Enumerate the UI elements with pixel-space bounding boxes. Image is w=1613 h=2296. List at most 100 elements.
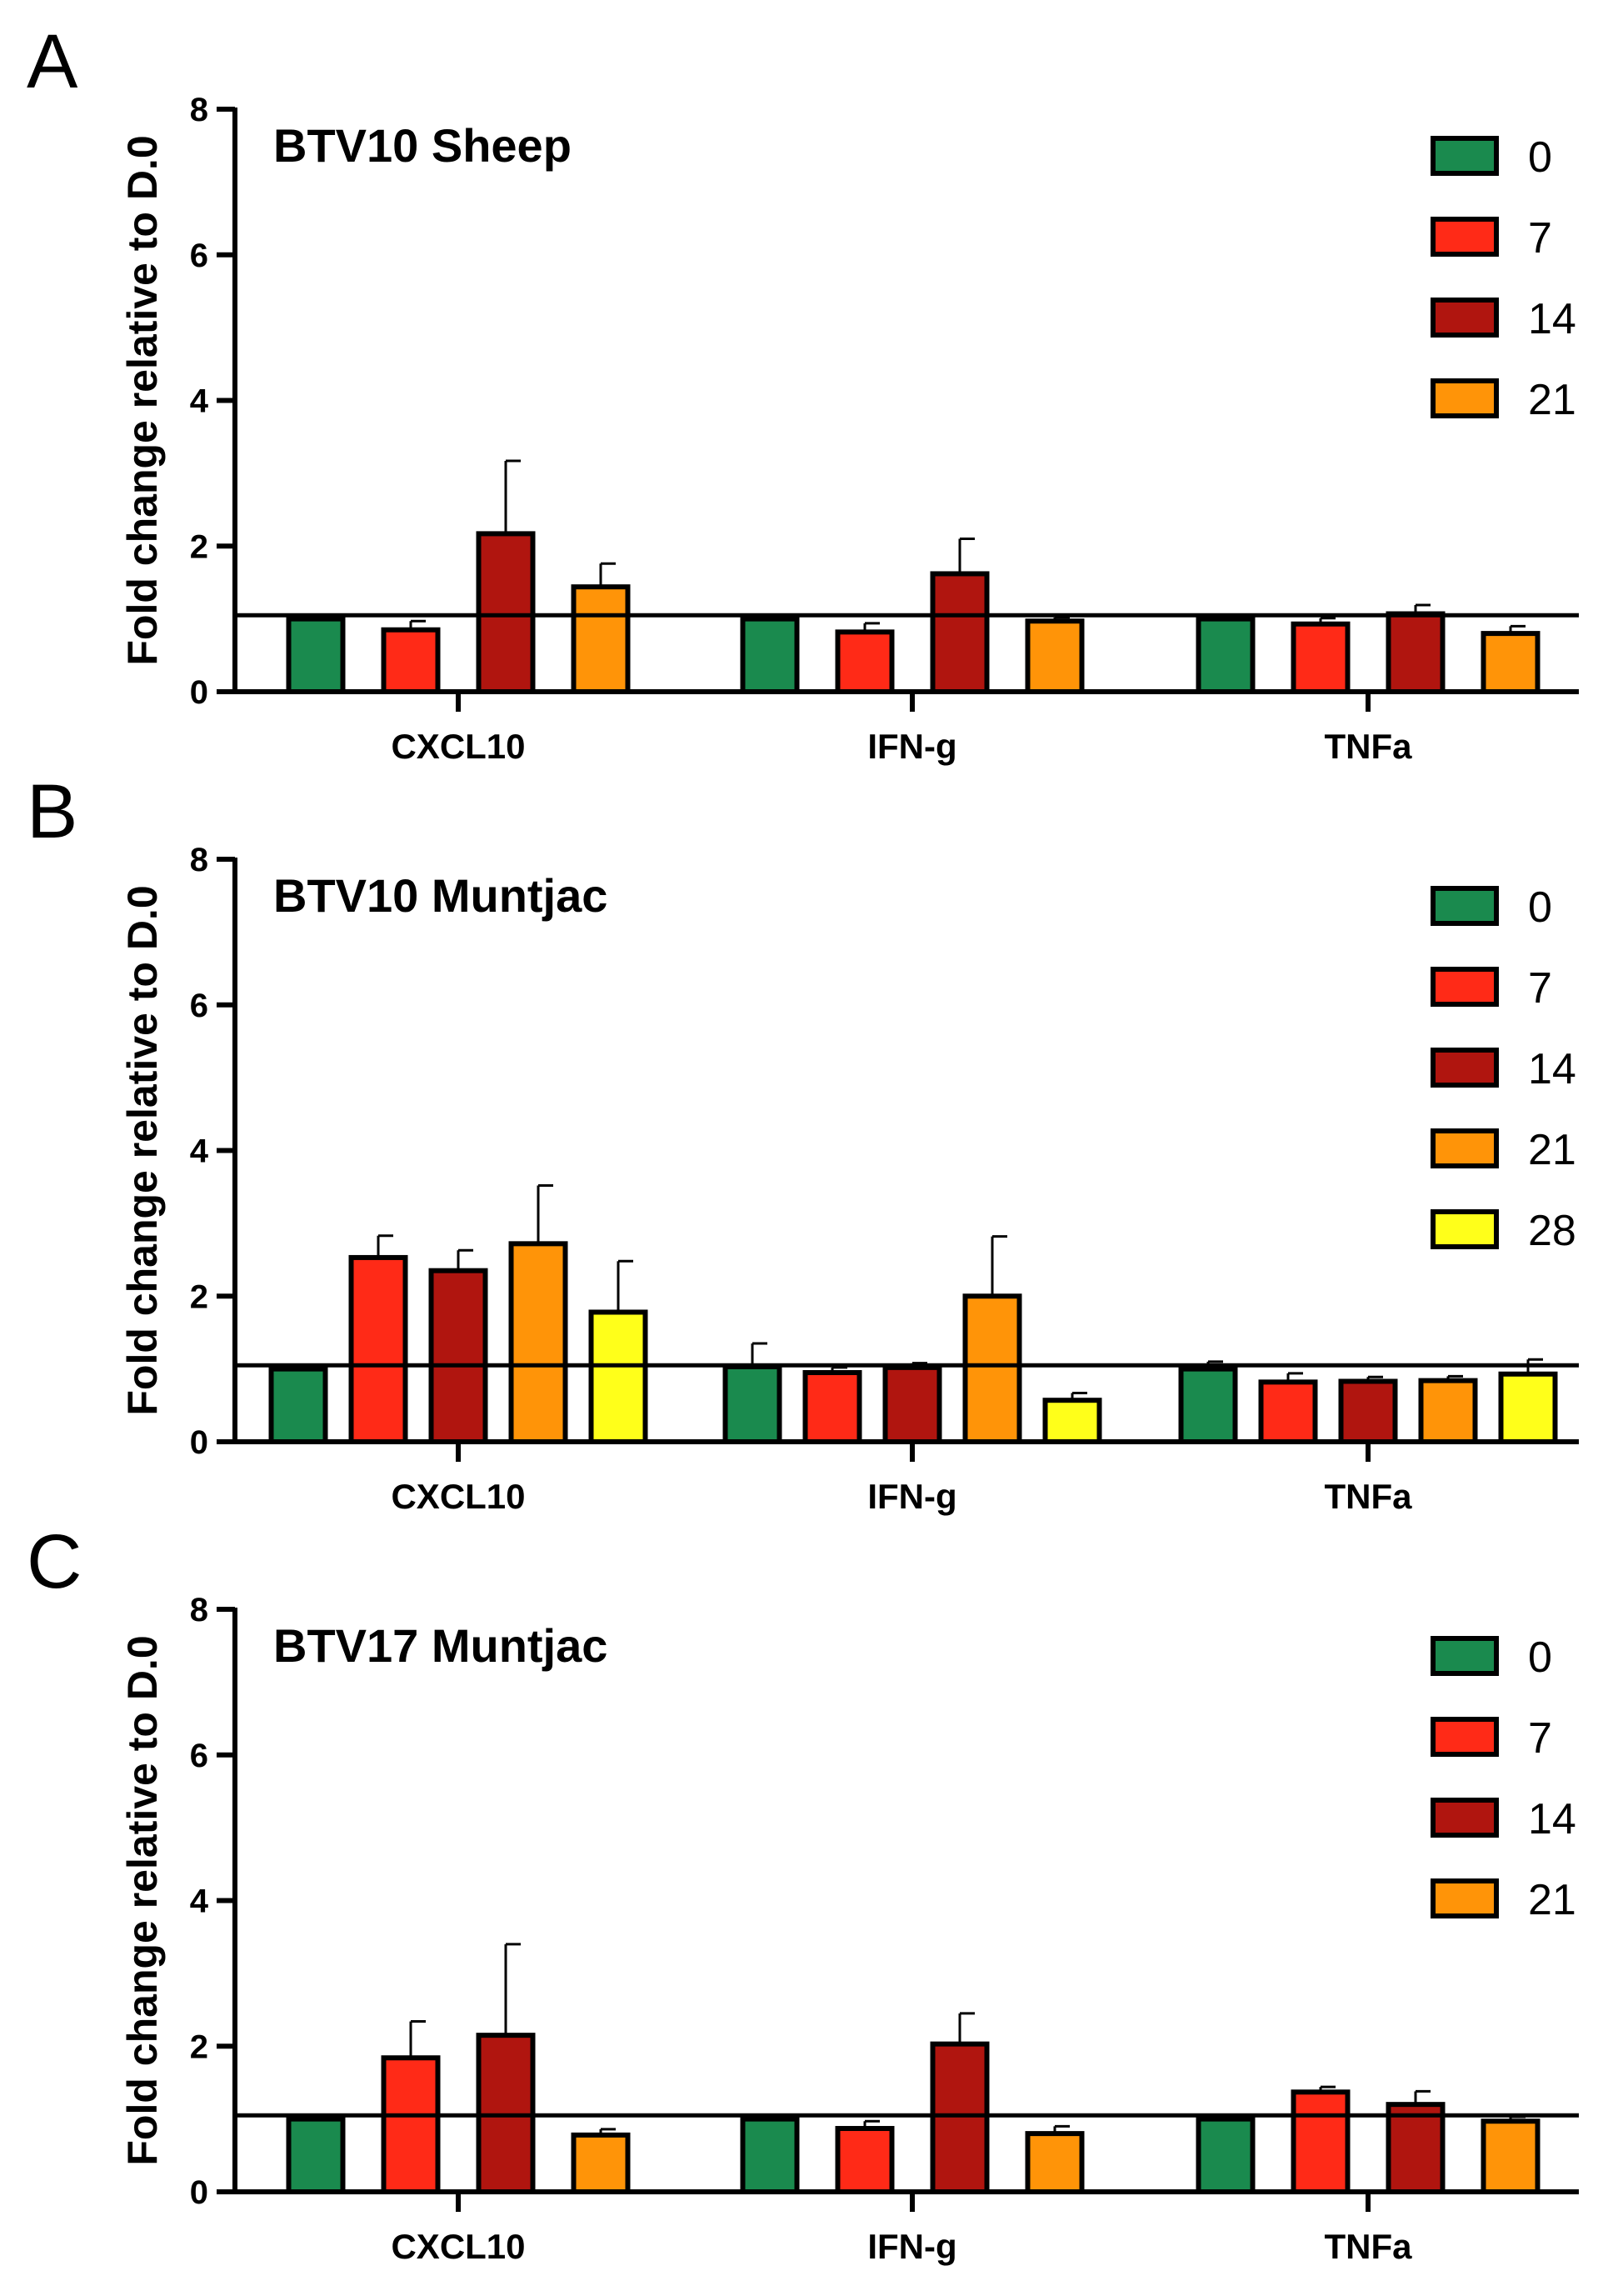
x-category-label: TNFa <box>1325 1477 1413 1516</box>
x-category-label: CXCL10 <box>391 727 525 766</box>
legend-label: 14 <box>1528 1045 1576 1093</box>
y-tick-label: 2 <box>190 528 208 565</box>
bar <box>740 616 800 694</box>
y-tick-label: 2 <box>190 1278 208 1315</box>
legend-label: 21 <box>1528 376 1576 424</box>
legend-swatch <box>1431 136 1499 176</box>
legend-label: 7 <box>1528 964 1552 1013</box>
legend-label: 0 <box>1528 883 1552 932</box>
bar <box>381 2055 441 2194</box>
bar <box>1025 2131 1085 2195</box>
y-tick-label: 4 <box>190 1883 209 1920</box>
y-tick-label: 8 <box>190 1592 208 1628</box>
chart-panel-a: A Fold change relative to D.0 0 2 4 6 8 CXCL10 I… <box>27 19 1579 766</box>
legend-label: 14 <box>1528 295 1576 343</box>
legend-swatch <box>1431 298 1499 338</box>
legend-swatch <box>1431 378 1499 418</box>
bar <box>835 629 895 694</box>
legend-label: 21 <box>1528 1876 1576 1924</box>
bar <box>740 2116 800 2194</box>
x-category-label: IFN-g <box>867 2227 956 2266</box>
y-tick-label: 0 <box>190 2174 208 2211</box>
bar <box>1025 618 1085 695</box>
legend-label: 0 <box>1528 133 1552 182</box>
bar <box>1386 2102 1446 2194</box>
bar <box>802 1369 862 1445</box>
legend-swatch <box>1431 967 1499 1007</box>
bar <box>1291 2089 1351 2194</box>
legend-swatch <box>1431 1128 1499 1168</box>
chart-panel-b: B Fold change relative to D.0 0 2 4 6 8 CXCL10 I… <box>27 769 1579 1516</box>
legend-swatch <box>1431 217 1499 257</box>
legend: 0 7 14 21 <box>1431 133 1576 424</box>
bar <box>1498 1371 1558 1444</box>
panel-letter: C <box>27 1519 82 1604</box>
chart-title: BTV10 Muntjac <box>273 869 607 922</box>
bar <box>1196 2116 1256 2194</box>
bar <box>268 1366 328 1444</box>
legend-swatch <box>1431 1636 1499 1676</box>
bar <box>930 571 990 695</box>
legend-label: 0 <box>1528 1633 1552 1682</box>
chart-title: BTV10 Sheep <box>273 119 572 172</box>
panel-letter: B <box>27 769 77 854</box>
y-tick-label: 0 <box>190 674 208 711</box>
bar <box>1481 631 1541 694</box>
y-tick-label: 4 <box>190 383 209 420</box>
y-axis-label: Fold change relative to D.0 <box>119 885 166 1415</box>
x-category-label: CXCL10 <box>391 2227 525 2266</box>
y-axis-label: Fold change relative to D.0 <box>119 1635 166 2165</box>
bar <box>571 2132 631 2194</box>
bar <box>1481 2118 1541 2195</box>
bar <box>428 1268 488 1444</box>
y-axis-label: Fold change relative to D.0 <box>119 135 166 665</box>
bar <box>1042 1398 1102 1445</box>
bar <box>835 2125 895 2194</box>
legend-swatch <box>1431 1048 1499 1088</box>
y-tick-label: 4 <box>190 1133 209 1170</box>
legend-swatch <box>1431 1209 1499 1249</box>
x-category-label: IFN-g <box>867 1477 956 1516</box>
bar <box>722 1364 782 1445</box>
bar <box>1418 1378 1478 1444</box>
bar <box>381 627 441 695</box>
y-tick-label: 6 <box>190 988 208 1024</box>
bar <box>1291 621 1351 695</box>
y-tick-label: 2 <box>190 2028 208 2065</box>
bar <box>508 1241 568 1444</box>
legend: 0 7 14 21 28 <box>1431 883 1576 1255</box>
legend-swatch <box>1431 1878 1499 1918</box>
bar <box>1338 1378 1398 1445</box>
y-tick-label: 6 <box>190 1738 208 1774</box>
legend-label: 21 <box>1528 1126 1576 1174</box>
legend-label: 7 <box>1528 214 1552 263</box>
y-tick-label: 8 <box>190 842 208 878</box>
x-category-label: CXCL10 <box>391 1477 525 1516</box>
bar <box>962 1293 1022 1444</box>
legend-label: 28 <box>1528 1207 1576 1255</box>
bar <box>1258 1379 1318 1445</box>
bar <box>1196 616 1256 694</box>
legend-label: 7 <box>1528 1714 1552 1763</box>
legend-swatch <box>1431 1717 1499 1757</box>
legend-label: 14 <box>1528 1795 1576 1843</box>
bar <box>286 616 346 694</box>
y-tick-label: 6 <box>190 238 208 274</box>
panel-letter: A <box>27 19 78 104</box>
y-tick-label: 0 <box>190 1424 208 1461</box>
bar <box>930 2041 990 2194</box>
legend: 0 7 14 21 <box>1431 1633 1576 1924</box>
x-category-label: TNFa <box>1325 727 1413 766</box>
bar <box>286 2116 346 2194</box>
x-category-label: TNFa <box>1325 2227 1413 2266</box>
bar <box>1178 1366 1238 1444</box>
bar <box>348 1254 408 1445</box>
y-tick-label: 8 <box>190 92 208 128</box>
bar <box>571 584 631 694</box>
bar <box>476 531 536 694</box>
bar <box>1386 611 1446 694</box>
bar <box>588 1309 648 1445</box>
chart-title: BTV17 Muntjac <box>273 1619 607 1672</box>
chart-panel-c: C Fold change relative to D.0 0 2 4 6 8 CXCL10 I… <box>27 1519 1579 2266</box>
